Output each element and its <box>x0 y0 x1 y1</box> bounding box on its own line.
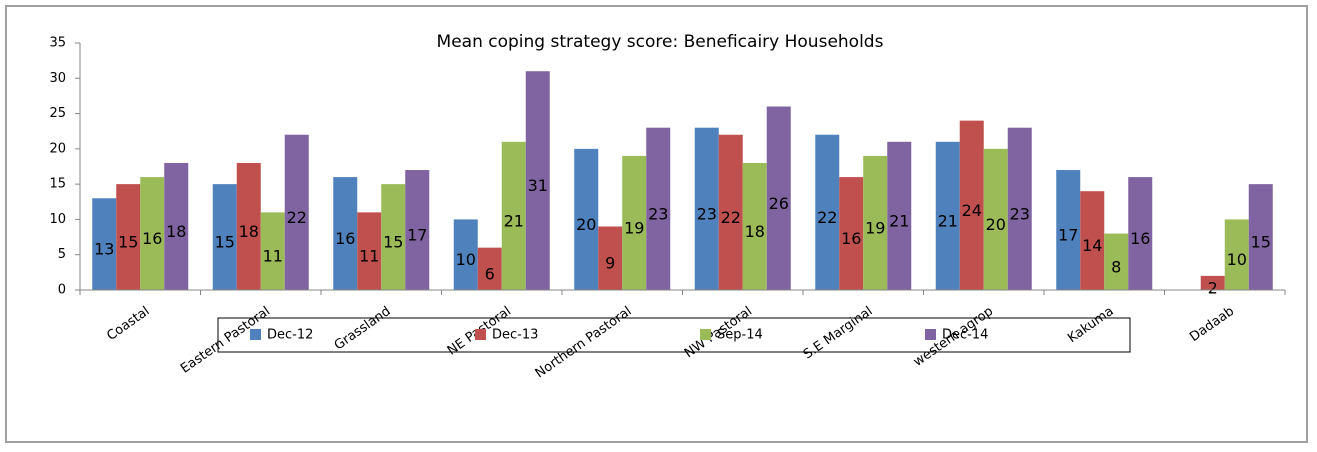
data-label: 18 <box>239 222 259 241</box>
data-label: 16 <box>142 229 162 248</box>
bar <box>983 148 1008 290</box>
bar <box>1104 233 1129 290</box>
bar <box>381 184 406 290</box>
chart-title: Mean coping strategy score: Beneficairy … <box>437 32 884 52</box>
data-label: 11 <box>359 247 379 266</box>
bar <box>863 155 888 290</box>
bar <box>405 170 430 290</box>
data-label: 16 <box>841 229 861 248</box>
bar <box>333 177 358 290</box>
legend-label: Sep-14 <box>717 328 763 343</box>
y-tick-label: 0 <box>58 283 66 298</box>
bar <box>260 212 285 290</box>
bar <box>1080 191 1105 290</box>
data-label: 18 <box>745 222 765 241</box>
data-label: 24 <box>962 201 982 220</box>
bar <box>1007 127 1032 290</box>
legend-swatch <box>250 329 261 340</box>
data-label: 23 <box>1010 204 1030 223</box>
data-label: 21 <box>504 211 524 230</box>
bar <box>935 141 960 290</box>
bar <box>453 219 478 290</box>
data-label: 16 <box>335 229 355 248</box>
data-label: 15 <box>1251 233 1271 252</box>
legend-swatch <box>925 329 936 340</box>
data-label: 8 <box>1111 257 1121 276</box>
bar <box>646 127 671 290</box>
legend-label: Dec-12 <box>267 328 313 343</box>
y-tick-label: 5 <box>58 247 66 262</box>
bar <box>1248 184 1273 290</box>
bar <box>718 134 743 290</box>
bar <box>1200 275 1225 290</box>
bar <box>598 226 623 290</box>
data-label: 23 <box>648 204 668 223</box>
data-label: 26 <box>769 194 789 213</box>
bar <box>574 148 599 290</box>
data-label: 18 <box>166 222 186 241</box>
data-label: 20 <box>986 215 1006 234</box>
bar <box>622 155 647 290</box>
data-label: 2 <box>1208 278 1218 297</box>
bar <box>477 247 502 290</box>
data-label: 19 <box>624 218 644 237</box>
bar <box>116 184 141 290</box>
data-label: 19 <box>865 218 885 237</box>
data-label: 23 <box>697 204 717 223</box>
bar <box>959 120 984 290</box>
y-tick-label: 20 <box>49 141 66 156</box>
legend-label: Dec-14 <box>942 328 988 343</box>
y-tick-label: 15 <box>49 177 66 192</box>
bar <box>525 71 550 290</box>
data-label: 15 <box>383 233 403 252</box>
bar <box>694 127 719 290</box>
data-label: 14 <box>1082 236 1102 255</box>
bar <box>92 198 117 290</box>
data-label: 21 <box>889 211 909 230</box>
y-tick-label: 25 <box>49 106 66 121</box>
bar <box>1128 177 1153 290</box>
legend-swatch <box>475 329 486 340</box>
data-label: 20 <box>576 215 596 234</box>
legend-swatch <box>700 329 711 340</box>
data-label: 17 <box>407 226 427 245</box>
data-label: 9 <box>605 254 615 273</box>
bar <box>501 141 526 290</box>
data-label: 10 <box>1227 250 1247 269</box>
data-label: 21 <box>938 211 958 230</box>
bar <box>212 184 237 290</box>
data-label: 13 <box>94 240 114 259</box>
data-label: 6 <box>485 264 495 283</box>
bar <box>742 162 767 290</box>
bar <box>839 177 864 290</box>
bar <box>236 162 261 290</box>
data-label: 22 <box>287 208 307 227</box>
bar <box>357 212 382 290</box>
bar <box>284 134 309 290</box>
data-label: 17 <box>1058 226 1078 245</box>
bar <box>815 134 840 290</box>
legend-label: Dec-13 <box>492 328 538 343</box>
bar <box>164 162 189 290</box>
bar <box>887 141 912 290</box>
y-tick-label: 30 <box>49 71 66 86</box>
bar <box>1056 170 1081 290</box>
data-label: 31 <box>528 176 548 195</box>
y-tick-label: 10 <box>49 212 66 227</box>
data-label: 10 <box>456 250 476 269</box>
data-label: 22 <box>817 208 837 227</box>
bar <box>766 106 791 290</box>
data-label: 16 <box>1130 229 1150 248</box>
data-label: 11 <box>263 247 283 266</box>
bar <box>140 177 165 290</box>
data-label: 15 <box>215 233 235 252</box>
y-tick-label: 35 <box>49 36 66 51</box>
legend <box>217 317 1131 353</box>
data-label: 22 <box>721 208 741 227</box>
data-label: 15 <box>118 233 138 252</box>
bar <box>1224 219 1249 290</box>
